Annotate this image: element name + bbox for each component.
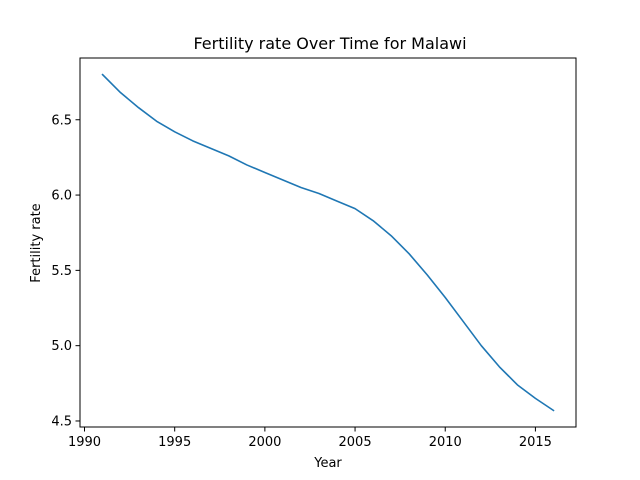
x-axis-label: Year: [313, 456, 342, 471]
x-tick-label-1990: 1990: [68, 435, 101, 450]
y-tick-label-5: 5.0: [51, 339, 72, 354]
y-tick-label-5.5: 5.5: [51, 264, 72, 279]
x-tick-label-2005: 2005: [339, 435, 372, 450]
y-axis-label: Fertility rate: [29, 203, 44, 282]
x-tick-label-2010: 2010: [429, 435, 462, 450]
chart-title: Fertility rate Over Time for Malawi: [193, 34, 466, 53]
x-tick-label-2015: 2015: [519, 435, 552, 450]
y-tick-label-4.5: 4.5: [51, 414, 72, 429]
y-tick-label-6.5: 6.5: [51, 113, 72, 128]
plot-area: 1990 1995 2000 2005 2010 2015 4.5 5.0 5.5 6.0 6.5: [51, 57, 577, 450]
series-line-0: [101, 73, 555, 412]
y-tick-label-6: 6.0: [51, 189, 72, 204]
x-tick-label-2000: 2000: [248, 435, 281, 450]
axes-frame: [79, 57, 577, 428]
x-tick-label-1995: 1995: [158, 435, 191, 450]
